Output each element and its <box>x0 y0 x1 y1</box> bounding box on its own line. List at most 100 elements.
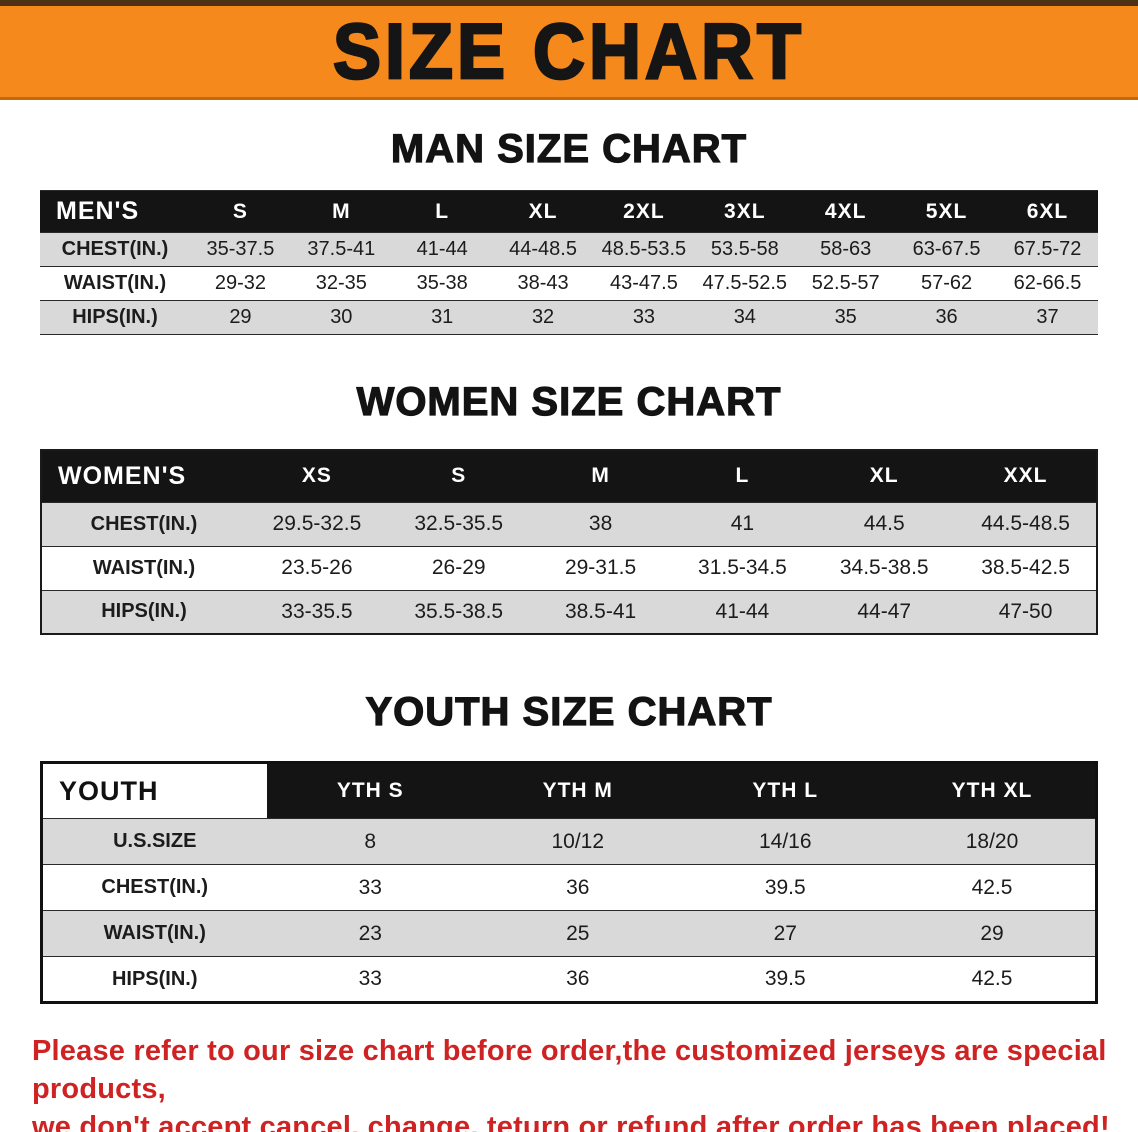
size-value-cell: 63-67.5 <box>896 232 997 267</box>
banner-title: SIZE CHART <box>332 7 805 96</box>
size-header-cell: YTH M <box>474 762 682 819</box>
size-header-cell: XL <box>492 190 594 233</box>
size-value-cell: 41 <box>671 501 814 547</box>
size-header-cell: L <box>391 190 493 233</box>
size-value-cell: 38 <box>529 501 672 547</box>
size-header-cell: 4XL <box>795 190 897 233</box>
men-size-table: MEN'S S M L XL 2XL 3XL 4XL 5XL 6XL CHEST(IN.) 35-37… <box>40 190 1098 335</box>
size-header-cell: YTH L <box>681 762 889 819</box>
youth-size-table: YOUTH YTH S YTH M YTH L YTH XL U.S.SIZE 8 10/12… <box>40 761 1098 1004</box>
table-title-cell: WOMEN'S <box>41 449 246 503</box>
table-row: CHEST(IN.) 35-37.5 37.5-41 41-44 44-48.5 48.5… <box>40 232 1098 267</box>
size-value-cell: 32.5-35.5 <box>387 501 530 547</box>
size-value-cell: 53.5-58 <box>694 232 796 267</box>
row-label-cell: CHEST(IN.) <box>41 864 267 911</box>
table-row: WAIST(IN.) 23.5-26 26-29 29-31.5 31.5-34.5 34… <box>41 545 1097 591</box>
size-chart-banner: SIZE CHART <box>0 0 1138 100</box>
size-value-cell: 33 <box>266 864 474 911</box>
table-row: HIPS(IN.) 33 36 39.5 42.5 <box>41 956 1097 1003</box>
table-header-row: MEN'S S M L XL 2XL 3XL 4XL 5XL 6XL <box>40 190 1098 233</box>
table-header-row: YOUTH YTH S YTH M YTH L YTH XL <box>41 762 1097 819</box>
size-value-cell: 36 <box>474 956 682 1003</box>
size-value-cell: 23 <box>266 910 474 957</box>
size-value-cell: 42.5 <box>889 956 1097 1003</box>
size-value-cell: 44-47 <box>813 589 956 635</box>
size-value-cell: 10/12 <box>474 818 682 865</box>
table-row: U.S.SIZE 8 10/12 14/16 18/20 <box>41 818 1097 865</box>
table-row: WAIST(IN.) 23 25 27 29 <box>41 910 1097 957</box>
row-label-cell: WAIST(IN.) <box>41 545 246 591</box>
size-value-cell: 34 <box>694 300 796 335</box>
size-header-cell: YTH S <box>266 762 474 819</box>
size-value-cell: 38.5-42.5 <box>955 545 1097 591</box>
size-value-cell: 29-31.5 <box>529 545 672 591</box>
size-value-cell: 29.5-32.5 <box>246 501 388 547</box>
size-header-cell: XXL <box>955 449 1097 503</box>
size-value-cell: 41-44 <box>671 589 814 635</box>
size-value-cell: 29 <box>190 300 291 335</box>
size-value-cell: 44-48.5 <box>492 232 594 267</box>
size-value-cell: 35-37.5 <box>190 232 291 267</box>
size-header-cell: 2XL <box>593 190 695 233</box>
size-value-cell: 33-35.5 <box>246 589 388 635</box>
size-header-cell: XL <box>813 449 956 503</box>
size-value-cell: 44.5 <box>813 501 956 547</box>
row-label-cell: WAIST(IN.) <box>41 910 267 957</box>
size-header-cell: S <box>387 449 530 503</box>
disclaimer-line-1: Please refer to our size chart before or… <box>32 1035 1107 1105</box>
size-value-cell: 38-43 <box>492 266 594 301</box>
size-value-cell: 35-38 <box>391 266 493 301</box>
size-value-cell: 62-66.5 <box>997 266 1098 301</box>
size-value-cell: 27 <box>681 910 889 957</box>
size-value-cell: 34.5-38.5 <box>813 545 956 591</box>
women-size-table: WOMEN'S XS S M L XL XXL CHEST(IN.) 29.5-32.5 32.5… <box>40 449 1098 635</box>
size-value-cell: 26-29 <box>387 545 530 591</box>
row-label-cell: HIPS(IN.) <box>40 300 190 335</box>
size-value-cell: 31 <box>391 300 493 335</box>
size-value-cell: 32 <box>492 300 594 335</box>
size-value-cell: 52.5-57 <box>795 266 897 301</box>
row-label-cell: U.S.SIZE <box>41 818 267 865</box>
row-label-cell: HIPS(IN.) <box>41 956 267 1003</box>
size-value-cell: 47.5-52.5 <box>694 266 796 301</box>
size-value-cell: 29 <box>889 910 1097 957</box>
table-row: CHEST(IN.) 29.5-32.5 32.5-35.5 38 41 44.5 44.5… <box>41 501 1097 547</box>
size-header-cell: XS <box>246 449 388 503</box>
size-header-cell: YTH XL <box>889 762 1097 819</box>
size-value-cell: 37 <box>997 300 1098 335</box>
table-row: WAIST(IN.) 29-32 32-35 35-38 38-43 43-47.5 47.… <box>40 266 1098 301</box>
size-header-cell: 6XL <box>997 190 1098 233</box>
table-row: HIPS(IN.) 33-35.5 35.5-38.5 38.5-41 41-44 44-… <box>41 589 1097 635</box>
size-value-cell: 30 <box>290 300 392 335</box>
size-value-cell: 38.5-41 <box>529 589 672 635</box>
row-label-cell: HIPS(IN.) <box>41 589 246 635</box>
size-value-cell: 18/20 <box>889 818 1097 865</box>
table-row: HIPS(IN.) 29 30 31 32 33 34 35 36 37 <box>40 300 1098 335</box>
size-value-cell: 8 <box>266 818 474 865</box>
disclaimer-line-2: we don't accept cancel, change, teturn o… <box>32 1111 1110 1132</box>
men-section-heading: MAN SIZE CHART <box>390 126 748 171</box>
row-label-cell: CHEST(IN.) <box>41 501 246 547</box>
size-value-cell: 35.5-38.5 <box>387 589 530 635</box>
size-header-cell: M <box>290 190 392 233</box>
size-value-cell: 35 <box>795 300 897 335</box>
size-value-cell: 39.5 <box>681 864 889 911</box>
size-value-cell: 36 <box>474 864 682 911</box>
size-value-cell: 57-62 <box>896 266 997 301</box>
youth-section-heading: YOUTH SIZE CHART <box>365 689 773 734</box>
size-value-cell: 31.5-34.5 <box>671 545 814 591</box>
size-value-cell: 42.5 <box>889 864 1097 911</box>
size-value-cell: 33 <box>266 956 474 1003</box>
table-header-row: WOMEN'S XS S M L XL XXL <box>41 449 1097 503</box>
size-value-cell: 32-35 <box>290 266 392 301</box>
size-header-cell: L <box>671 449 814 503</box>
row-label-cell: WAIST(IN.) <box>40 266 190 301</box>
table-title-cell: YOUTH <box>41 762 267 819</box>
size-value-cell: 23.5-26 <box>246 545 388 591</box>
size-value-cell: 29-32 <box>190 266 291 301</box>
size-value-cell: 39.5 <box>681 956 889 1003</box>
size-header-cell: 5XL <box>896 190 997 233</box>
size-value-cell: 36 <box>896 300 997 335</box>
size-value-cell: 48.5-53.5 <box>593 232 695 267</box>
size-value-cell: 37.5-41 <box>290 232 392 267</box>
